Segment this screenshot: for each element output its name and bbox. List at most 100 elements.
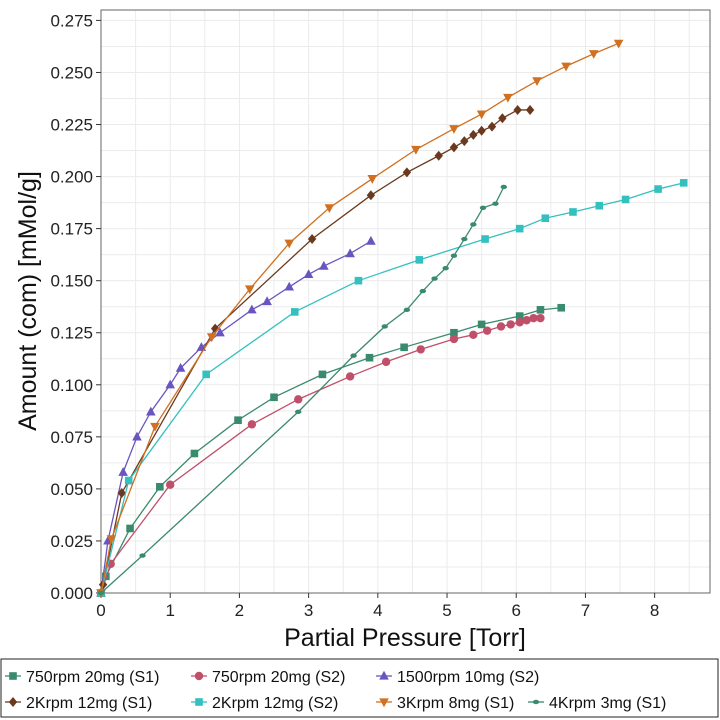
data-point — [503, 93, 513, 103]
legend-swatch-marker — [532, 699, 540, 705]
legend-entry: 1500rpm 10mg (S2) — [376, 669, 539, 686]
x-tick-label: 4 — [373, 601, 382, 620]
data-point — [479, 205, 487, 211]
data-point — [419, 288, 427, 294]
data-point — [536, 313, 545, 323]
data-point — [402, 167, 412, 178]
data-point — [569, 208, 577, 216]
data-point — [415, 256, 424, 264]
y-tick-label: 0.025 — [50, 532, 93, 551]
data-point — [515, 312, 524, 320]
data-point — [215, 327, 225, 337]
data-point — [262, 296, 272, 306]
data-point — [206, 333, 217, 343]
series-layer — [96, 39, 688, 599]
legend-label: 1500rpm 10mg (S2) — [397, 669, 539, 686]
data-point — [97, 590, 105, 596]
data-point — [210, 323, 220, 334]
x-tick-label: 7 — [581, 601, 590, 620]
data-point — [150, 422, 160, 432]
data-point — [106, 535, 117, 545]
data-point — [476, 110, 487, 120]
x-tick-label: 1 — [165, 601, 174, 620]
series-line — [100, 109, 531, 594]
legend-label: 2Krpm 12mg (S2) — [212, 695, 338, 712]
y-tick-label: 0.075 — [50, 428, 93, 447]
data-point — [541, 214, 550, 223]
y-tick-label: 0.100 — [50, 376, 93, 395]
legend-label: 3Krpm 8mg (S1) — [397, 695, 514, 712]
x-tick-label: 0 — [96, 601, 105, 620]
data-point — [461, 236, 468, 242]
data-point — [139, 553, 146, 558]
y-tick-label: 0.250 — [50, 63, 93, 82]
y-tick-label: 0.000 — [50, 584, 93, 603]
data-point — [500, 184, 507, 190]
data-point — [481, 235, 489, 243]
data-point — [146, 406, 156, 416]
data-point — [366, 190, 376, 201]
data-point — [416, 345, 425, 354]
legend-label: 2Krpm 12mg (S1) — [26, 695, 152, 712]
data-point — [469, 129, 478, 140]
data-point — [449, 334, 459, 344]
data-point — [381, 357, 391, 367]
data-point — [247, 304, 257, 314]
data-point — [234, 416, 242, 424]
data-point — [403, 307, 411, 313]
x-tick-label: 3 — [304, 601, 313, 620]
data-point — [469, 330, 478, 340]
data-point — [536, 306, 545, 314]
data-point — [595, 201, 604, 210]
data-point — [460, 136, 469, 147]
data-point — [318, 370, 327, 379]
legend-label: 4Krpm 3mg (S1) — [549, 695, 666, 712]
legend-entry: 2Krpm 12mg (S1) — [5, 695, 152, 712]
data-point — [411, 145, 421, 155]
series-6 — [96, 39, 624, 599]
y-tick-label: 0.200 — [50, 168, 93, 187]
grid — [100, 10, 710, 594]
data-point — [470, 222, 477, 227]
data-point — [557, 303, 566, 312]
x-tick-label: 8 — [650, 601, 659, 620]
data-point — [270, 393, 278, 402]
x-axis: 0 1 2 3 4 5 6 7 8 — [96, 593, 659, 620]
data-point — [400, 343, 408, 352]
data-point — [156, 483, 164, 491]
y-tick-label: 0.225 — [50, 116, 93, 135]
data-point — [513, 104, 522, 115]
data-point — [303, 269, 314, 279]
data-point — [477, 125, 486, 136]
data-point — [588, 50, 599, 59]
legend-box — [0, 658, 719, 718]
data-point — [345, 248, 355, 258]
data-point — [515, 318, 524, 327]
legend-entry: 750rpm 20mg (S2) — [191, 669, 345, 686]
data-point — [244, 285, 255, 295]
legend-entry: 2Krpm 12mg (S2) — [191, 695, 338, 712]
data-point — [492, 201, 499, 206]
series-7 — [97, 184, 507, 596]
data-point — [506, 320, 515, 329]
legend: 750rpm 20mg (S1) 750rpm 20mg (S2) 1500rpm … — [5, 669, 666, 712]
data-point — [482, 326, 492, 335]
x-tick-label: 6 — [511, 601, 520, 620]
data-point — [126, 524, 134, 533]
data-point — [367, 175, 378, 184]
data-point — [431, 276, 438, 281]
data-point — [450, 253, 458, 258]
data-point — [284, 281, 295, 291]
data-point — [365, 353, 374, 362]
data-point — [613, 39, 624, 49]
data-point — [284, 239, 295, 249]
data-point — [247, 420, 257, 429]
data-point — [290, 308, 299, 316]
series-3 — [96, 235, 376, 597]
legend-entry: 3Krpm 8mg (S1) — [376, 695, 514, 712]
data-point — [366, 235, 376, 245]
data-point — [175, 362, 186, 372]
data-point — [498, 113, 507, 124]
data-point — [529, 313, 538, 323]
data-point — [354, 276, 363, 285]
